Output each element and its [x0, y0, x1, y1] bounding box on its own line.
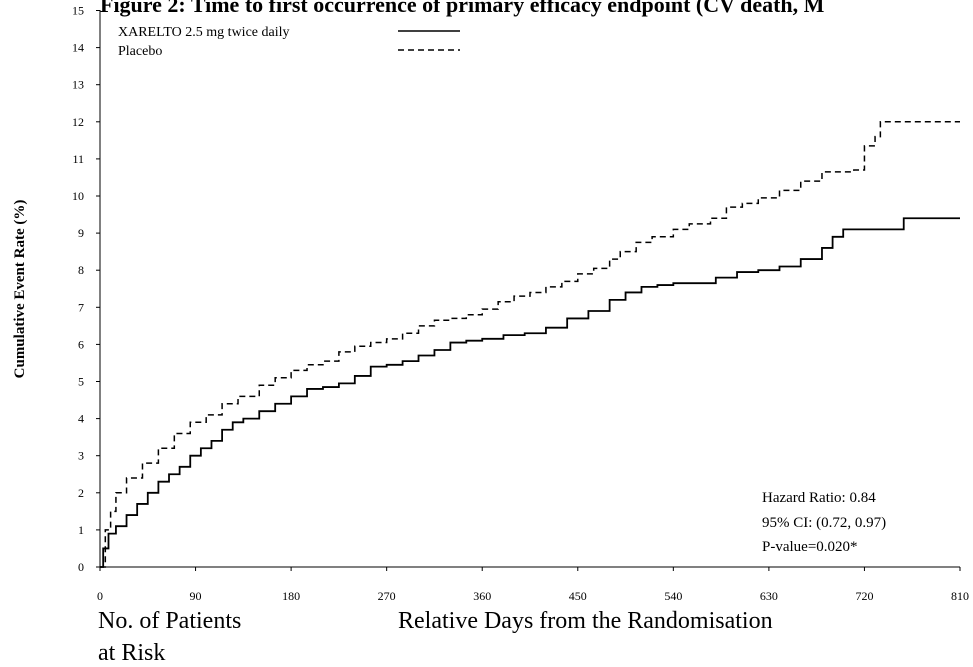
y-tick-label: 7	[78, 300, 84, 314]
y-tick-label: 12	[72, 115, 84, 129]
x-tick-label: 720	[855, 589, 873, 603]
y-tick-label: 0	[78, 560, 84, 574]
y-tick-label: 5	[78, 375, 84, 389]
chart-title: Figure 2: Time to first occurrence of pr…	[100, 0, 825, 17]
x-tick-label: 450	[569, 589, 587, 603]
y-tick-label: 4	[78, 412, 84, 426]
y-tick-label: 3	[78, 449, 84, 463]
x-tick-label: 360	[473, 589, 491, 603]
y-tick-label: 9	[78, 226, 84, 240]
annotation: P-value=0.020*	[762, 539, 858, 555]
x-tick-label: 540	[664, 589, 682, 603]
y-tick-label: 8	[78, 263, 84, 277]
y-tick-label: 6	[78, 337, 84, 351]
x-tick-label: 0	[97, 589, 103, 603]
legend-label: Placebo	[118, 44, 162, 59]
risk-label: No. of Patients	[98, 608, 241, 634]
y-tick-label: 1	[78, 523, 84, 537]
x-tick-label: 810	[951, 589, 969, 603]
x-axis-label: Relative Days from the Randomisation	[398, 608, 773, 634]
y-axis-label: Cumulative Event Rate (%)	[12, 200, 28, 379]
y-tick-label: 14	[72, 41, 84, 55]
legend-label: XARELTO 2.5 mg twice daily	[118, 25, 290, 40]
x-tick-label: 630	[760, 589, 778, 603]
y-tick-label: 13	[72, 78, 84, 92]
x-tick-label: 270	[378, 589, 396, 603]
annotation: Hazard Ratio: 0.84	[762, 490, 876, 506]
y-tick-label: 10	[72, 189, 84, 203]
y-tick-label: 15	[72, 4, 84, 18]
annotation: 95% CI: (0.72, 0.97)	[762, 515, 886, 531]
x-tick-label: 180	[282, 589, 300, 603]
y-tick-label: 2	[78, 486, 84, 500]
y-tick-label: 11	[72, 152, 84, 166]
risk-label: at Risk	[98, 640, 165, 666]
series-line	[100, 217, 960, 568]
x-tick-label: 90	[190, 589, 202, 603]
